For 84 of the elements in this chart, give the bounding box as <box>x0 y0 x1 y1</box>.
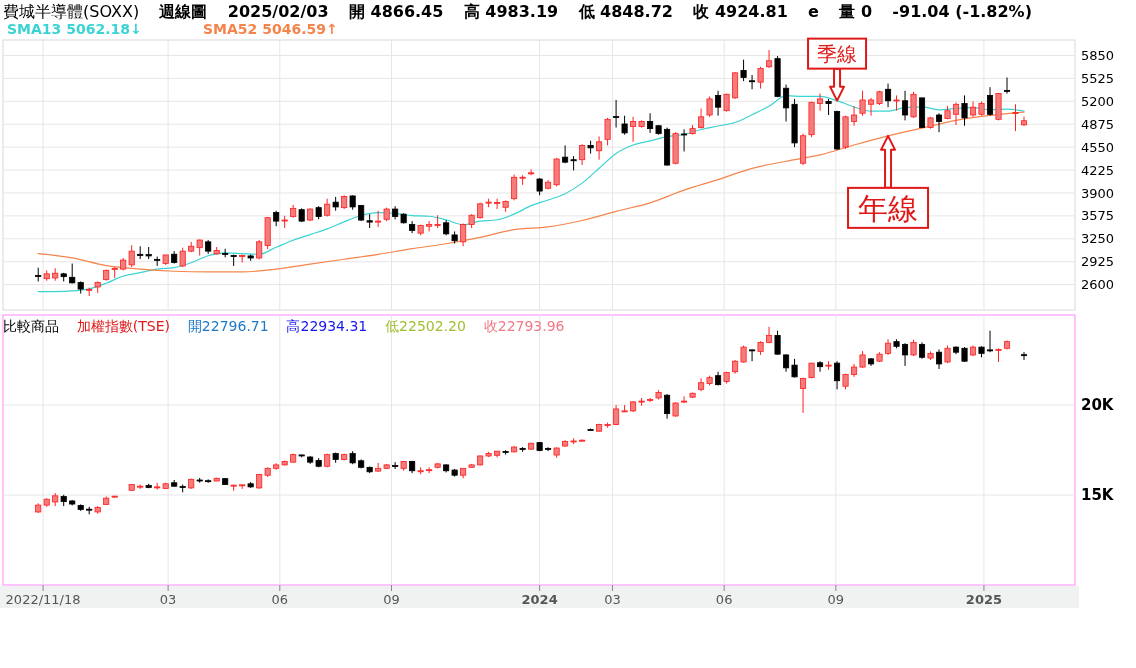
candlestick <box>851 105 858 127</box>
chart-title: 費城半導體(SOXX) 週線圖 2025/02/03 開 4866.45 高 4983.19 低 4848.72 收 4924.81 e 量 0 -91.04 (-1.82%) <box>3 2 1032 21</box>
candlestick <box>935 348 943 370</box>
y-tick-label: 4875 <box>1081 116 1115 132</box>
candlestick <box>961 94 968 127</box>
x-tick-label: 2025 <box>965 592 1003 607</box>
candlestick <box>545 446 552 452</box>
candlestick <box>392 461 399 470</box>
candlestick <box>681 395 688 404</box>
y-tick-label: 2600 <box>1081 277 1115 293</box>
candlestick <box>859 90 866 117</box>
candlestick <box>800 377 807 414</box>
candlestick <box>579 143 586 166</box>
candlestick <box>528 168 535 176</box>
y-tick-label: 3250 <box>1081 231 1115 247</box>
y-tick-label: 4550 <box>1081 139 1115 155</box>
candlestick <box>783 84 790 122</box>
candlestick <box>596 135 603 161</box>
candlestick <box>757 66 764 90</box>
text: SMA52 5046.59↑ <box>203 21 338 37</box>
y-tick-label: 15K <box>1081 486 1115 505</box>
candlestick <box>698 108 705 130</box>
candlestick <box>426 466 433 474</box>
candlestick <box>681 128 688 152</box>
candlestick <box>834 360 841 390</box>
x-tick-label: 06 <box>271 592 289 607</box>
candlestick <box>952 102 960 126</box>
candlestick <box>1020 351 1028 361</box>
y-tick-label: 4225 <box>1081 162 1115 178</box>
candlestick <box>902 90 909 121</box>
x-tick-label: 2024 <box>521 592 558 607</box>
y-tick-label: 5200 <box>1081 93 1115 109</box>
candlestick <box>766 326 773 344</box>
y-tick-label: 2925 <box>1081 254 1115 270</box>
candlestick <box>604 117 611 146</box>
x-tick-label: 03 <box>159 592 177 607</box>
candlestick <box>647 112 654 134</box>
candlestick <box>868 97 875 117</box>
y-tick-label: 20K <box>1081 396 1115 415</box>
x-tick-label: 09 <box>383 592 400 607</box>
candlestick <box>749 74 756 90</box>
annotation: 季線 <box>817 41 858 66</box>
candlestick <box>749 348 756 362</box>
x-tick-label: 09 <box>827 592 845 607</box>
y-tick-label: 3575 <box>1081 208 1115 224</box>
annotation: 年線 <box>858 190 919 226</box>
candlestick <box>613 99 620 129</box>
candlestick <box>706 95 713 118</box>
candlestick <box>426 220 433 232</box>
candlestick <box>766 49 773 69</box>
candlestick <box>935 112 943 133</box>
candlestick <box>647 397 654 403</box>
candlestick <box>791 358 798 379</box>
candlestick <box>1012 103 1019 132</box>
candlestick <box>375 210 382 228</box>
y-tick-label: 3900 <box>1081 185 1115 201</box>
candlestick <box>774 330 781 356</box>
x-tick-label: 06 <box>715 592 733 607</box>
candlestick <box>740 59 747 82</box>
candlestick <box>910 91 917 119</box>
candlestick <box>986 86 994 117</box>
candlestick <box>375 462 382 473</box>
candlestick <box>621 115 628 136</box>
candlestick <box>885 83 892 108</box>
y-tick-label: 5850 <box>1081 48 1115 64</box>
x-tick-label: 2022/11/18 <box>5 592 81 607</box>
candlestick <box>69 263 76 284</box>
candlestick <box>579 438 586 442</box>
candlestick <box>715 90 722 117</box>
candlestick <box>128 244 135 268</box>
candlestick <box>817 93 824 112</box>
candlestick <box>562 144 569 164</box>
candlestick <box>1003 77 1011 95</box>
candlestick <box>664 393 671 420</box>
candlestick <box>630 116 637 143</box>
candlestick <box>902 342 909 367</box>
candlestick <box>494 198 501 210</box>
candlestick <box>969 100 977 118</box>
text: SMA13 5062.18↓ <box>7 21 142 37</box>
candlestick <box>511 174 518 201</box>
y-tick-label: 5525 <box>1081 70 1115 86</box>
x-tick-label: 03 <box>604 592 621 607</box>
candlestick <box>817 360 824 373</box>
chart-title: 比較商品 加權指數(TSE) 開22796.71 高22934.31 低22502.20 收22793.96 <box>3 318 565 334</box>
